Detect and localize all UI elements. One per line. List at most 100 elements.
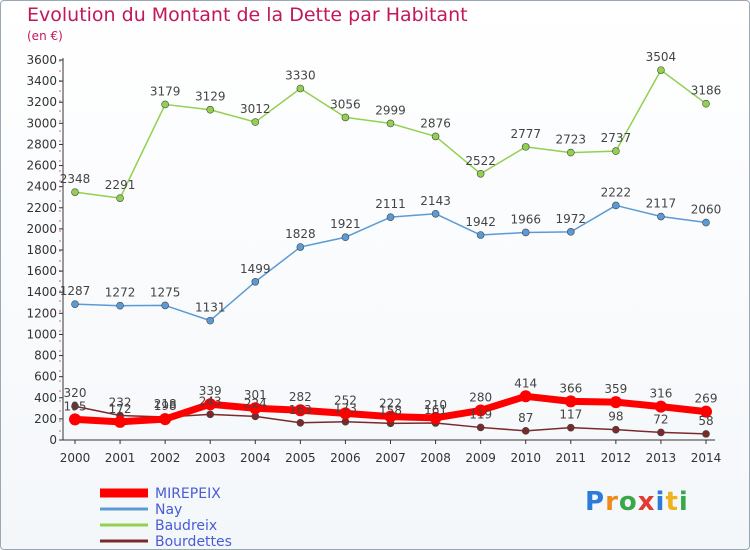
data-label: 2999 [375, 103, 406, 117]
data-point [521, 143, 530, 151]
data-label: 3012 [240, 102, 271, 116]
data-label: 1275 [150, 285, 181, 299]
logo-letter: o [618, 487, 638, 517]
y-tick-label: 0 [49, 433, 57, 447]
x-tick-label: 2001 [105, 451, 136, 465]
data-label: 198 [154, 399, 177, 413]
data-label: 72 [653, 412, 668, 426]
data-label: 243 [199, 394, 222, 408]
data-point [386, 119, 395, 128]
chart-title: Evolution du Montant de la Dette par Hab… [27, 4, 468, 26]
x-tick-label: 2010 [510, 451, 541, 465]
data-label: 282 [289, 390, 312, 404]
data-label: 218 [154, 397, 177, 411]
x-tick-label: 2006 [330, 451, 361, 465]
x-tick-label: 2002 [150, 451, 181, 465]
data-label: 3129 [195, 90, 226, 104]
x-tick-label: 2007 [375, 451, 406, 465]
y-tick-label: 600 [34, 370, 57, 384]
data-point [161, 301, 169, 310]
y-tick-label: 1800 [26, 243, 57, 257]
proxiti-logo: Proxiti [585, 487, 689, 517]
data-label: 158 [379, 403, 402, 417]
x-tick-label: 2009 [465, 451, 496, 465]
data-point [71, 402, 79, 411]
x-tick-label: 2003 [195, 451, 226, 465]
data-label: 1272 [105, 286, 136, 300]
data-point [702, 218, 710, 227]
data-point [429, 411, 442, 424]
data-point [161, 100, 169, 109]
data-point [521, 228, 530, 237]
y-tick-label: 2200 [26, 201, 57, 215]
data-label: 2348 [60, 172, 91, 186]
x-tick-label: 2014 [691, 451, 722, 465]
y-tick-label: 400 [34, 391, 57, 405]
y-tick-label: 1000 [26, 327, 57, 341]
data-point [476, 169, 485, 178]
data-point [431, 209, 440, 218]
data-label: 173 [334, 402, 357, 416]
data-point [386, 213, 395, 221]
x-tick-label: 2005 [285, 451, 316, 465]
data-point [296, 418, 305, 427]
data-point [702, 99, 710, 108]
data-point [204, 398, 217, 411]
data-label: 1828 [285, 227, 316, 241]
data-label: 2876 [420, 116, 451, 130]
data-label: 2291 [105, 178, 136, 192]
data-label: 252 [334, 393, 357, 407]
data-label: 2522 [465, 154, 496, 168]
data-label: 161 [424, 403, 447, 417]
data-point [657, 428, 665, 437]
data-label: 414 [514, 376, 537, 390]
data-point [71, 300, 79, 308]
logo-letter: r [605, 487, 619, 517]
data-label: 98 [608, 410, 623, 424]
data-point [116, 194, 124, 202]
x-tick-label: 2004 [240, 451, 271, 465]
chart-subtitle: (en €) [27, 29, 63, 43]
data-label: 119 [469, 407, 492, 421]
data-point [251, 277, 260, 286]
data-point [206, 410, 215, 419]
x-tick-label: 2000 [60, 451, 91, 465]
data-label: 2777 [510, 127, 541, 141]
data-point [612, 201, 620, 210]
data-label: 3179 [150, 84, 181, 98]
y-tick-label: 2600 [26, 159, 57, 173]
data-label: 366 [559, 381, 582, 395]
data-label: 1131 [195, 301, 226, 315]
data-point [657, 66, 665, 74]
data-label: 1287 [60, 284, 91, 298]
data-label: 172 [109, 402, 132, 416]
data-point [476, 231, 485, 239]
data-label: 280 [469, 390, 492, 404]
y-tick-label: 2400 [26, 180, 57, 194]
data-point [612, 425, 620, 434]
y-tick-label: 1600 [26, 264, 57, 278]
data-label: 3504 [646, 50, 677, 64]
data-label: 1499 [240, 262, 271, 276]
data-point [566, 148, 575, 157]
data-label: 1972 [556, 212, 587, 226]
y-tick-label: 2800 [26, 137, 57, 151]
logo-letter: P [585, 487, 606, 517]
data-label: 117 [559, 408, 582, 422]
data-point [71, 188, 79, 196]
data-point [566, 228, 575, 236]
data-point [341, 113, 350, 122]
data-point [251, 118, 260, 126]
data-label: 3186 [691, 84, 722, 98]
series-line-nay [74, 204, 707, 322]
data-label: 316 [649, 387, 672, 401]
data-point [206, 316, 215, 325]
data-label: 269 [695, 392, 718, 406]
data-label: 339 [199, 384, 222, 398]
y-tick-label: 1400 [26, 285, 57, 299]
data-point [566, 423, 575, 432]
data-label: 359 [604, 382, 627, 396]
data-point [519, 390, 532, 403]
data-label: 3330 [285, 69, 316, 83]
logo-letter: i [655, 487, 666, 517]
